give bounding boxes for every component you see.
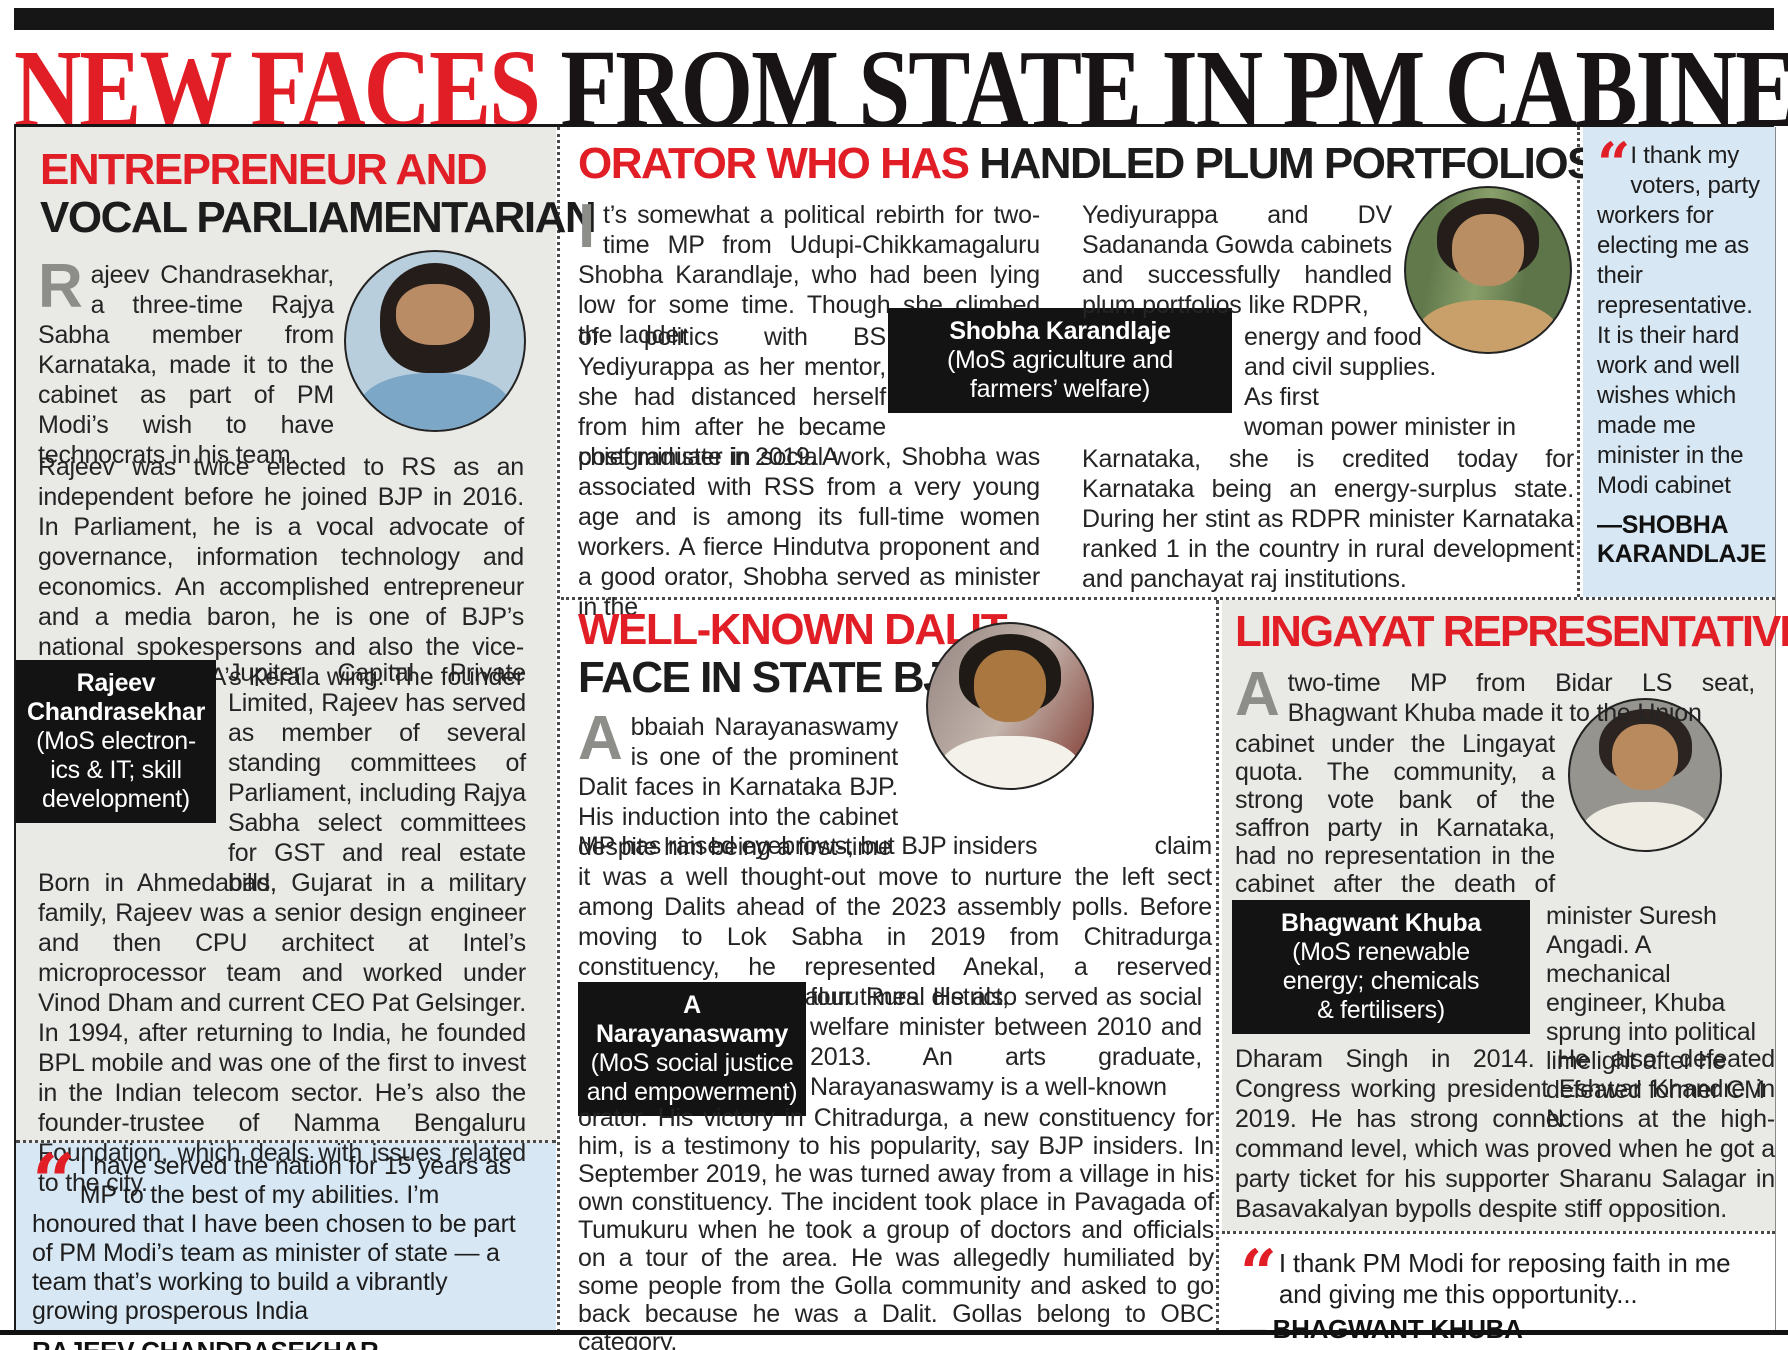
quote-icon: “	[1240, 1236, 1277, 1311]
quote-text: “I thank PM Modi for reposing faith in m…	[1240, 1236, 1731, 1311]
left-border-rule	[14, 127, 16, 1332]
khuba-quote: “I thank PM Modi for reposing faith in m…	[1240, 1236, 1774, 1345]
quote-attribution: —SHOBHA KARANDLAJE	[1597, 511, 1767, 568]
shobha-caption-box: Shobha Karandlaje (MoS agriculture and f…	[888, 308, 1232, 413]
article-body-text: MP has raised eyebrows, but BJP insiders…	[578, 832, 1212, 860]
article-body-text: minister Suresh Angadi. A mechanical eng…	[1546, 902, 1765, 1133]
portrait-torso	[1417, 299, 1559, 352]
quote-text: “I have served the nation for 15 years a…	[32, 1137, 516, 1326]
row-separator	[561, 597, 1775, 600]
article-body-text: of politics with BS Yediyurappa as her m…	[578, 323, 886, 471]
article-headline: WELL-KNOWN DALIT	[578, 605, 1008, 654]
masthead-top-bar	[14, 8, 1774, 30]
portrait-torso	[358, 373, 512, 430]
quote-icon: “	[32, 1137, 76, 1226]
article-headline: VOCAL PARLIAMENTARIAN	[40, 193, 597, 242]
bhagwant-khuba-photo	[1568, 698, 1722, 852]
column-separator	[557, 127, 560, 1332]
article-headline: ENTREPRENEUR AND	[40, 145, 488, 194]
portrait-face	[1612, 724, 1678, 790]
rajeev-quote: “I have served the nation for 15 years a…	[32, 1137, 538, 1350]
shobha-quote: “I thank my voters, party workers for el…	[1583, 127, 1775, 569]
quote-text: “I thank my voters, party workers for el…	[1597, 130, 1760, 499]
bottom-rule	[0, 1330, 1788, 1335]
article-body-text: four times. He also served as social wel…	[810, 983, 1202, 1101]
article-body-text: Yediyurappa and DV Sadananda Gowda cabin…	[1082, 201, 1392, 319]
portrait-face	[973, 650, 1047, 723]
article-body-text: Rajeev was twice elected to RS as an ind…	[38, 453, 524, 721]
rajeev-quote-panel	[16, 1143, 556, 1332]
portrait-face	[395, 284, 475, 345]
dropcap: A	[1235, 660, 1280, 729]
portrait-face	[1451, 214, 1525, 287]
row-separator	[16, 1140, 556, 1143]
quote-icon: “	[1597, 130, 1630, 198]
portrait-torso	[939, 735, 1081, 788]
article-headline: ORATOR WHO HAS HANDLED PLUM PORTFOLIOS	[578, 139, 1596, 188]
column-separator	[1216, 600, 1219, 1332]
rajeev-caption-box: Rajeev Chandrasekhar (MoS electron- ics …	[16, 660, 216, 823]
shobha-karandlaje-photo	[1404, 186, 1572, 354]
article-body-text: Karnataka, she is credited today for Kar…	[1082, 445, 1574, 593]
article-body-text: postgraduate in social work, Shobha was …	[578, 443, 1040, 621]
article-body-text: Dharam Singh in 2014. He also defeated C…	[1235, 1045, 1775, 1223]
article-body-text: energy and food and civil supplies. As f…	[1244, 323, 1437, 411]
article-body-text: orator. His victory in Chitradurga, a ne…	[578, 1104, 1214, 1350]
article-body-text: woman power minister in	[1244, 413, 1516, 441]
narayanaswamy-photo	[926, 622, 1094, 790]
rajeev-chandrasekhar-photo	[344, 250, 526, 432]
dropcap: R	[38, 252, 83, 321]
right-edge-rule	[1775, 127, 1776, 1332]
article-headline: FACE IN STATE BJP	[578, 653, 975, 702]
dropcap: I	[578, 192, 596, 261]
row-separator	[1222, 1231, 1775, 1234]
article-body-text: cabinet under the Lingayat quota. The co…	[1235, 730, 1555, 926]
dropcap: A	[578, 704, 623, 773]
article-body-text: Jupiter Capital Private Limited, Rajeev …	[228, 659, 526, 897]
masthead-rule	[14, 124, 1774, 127]
quote-attribution: RAJEEV CHANDRASEKHAR	[32, 1336, 538, 1350]
portrait-torso	[1580, 802, 1710, 850]
shobha-quote-panel: “I thank my voters, party workers for el…	[1583, 127, 1775, 597]
article-headline: LINGAYAT REPRESENTATIVE	[1235, 607, 1788, 656]
khuba-caption-box: Bhagwant Khuba (MoS renewable energy; ch…	[1232, 900, 1530, 1034]
narayanaswamy-caption-box: A Narayanaswamy (MoS social justice and …	[578, 982, 806, 1116]
quote-attribution: — BHAGWANT KHUBA	[1240, 1314, 1523, 1344]
article-body-text: Born in Ahmedabad, Gujarat in a military…	[38, 869, 526, 1197]
quote-separator	[1577, 127, 1580, 597]
